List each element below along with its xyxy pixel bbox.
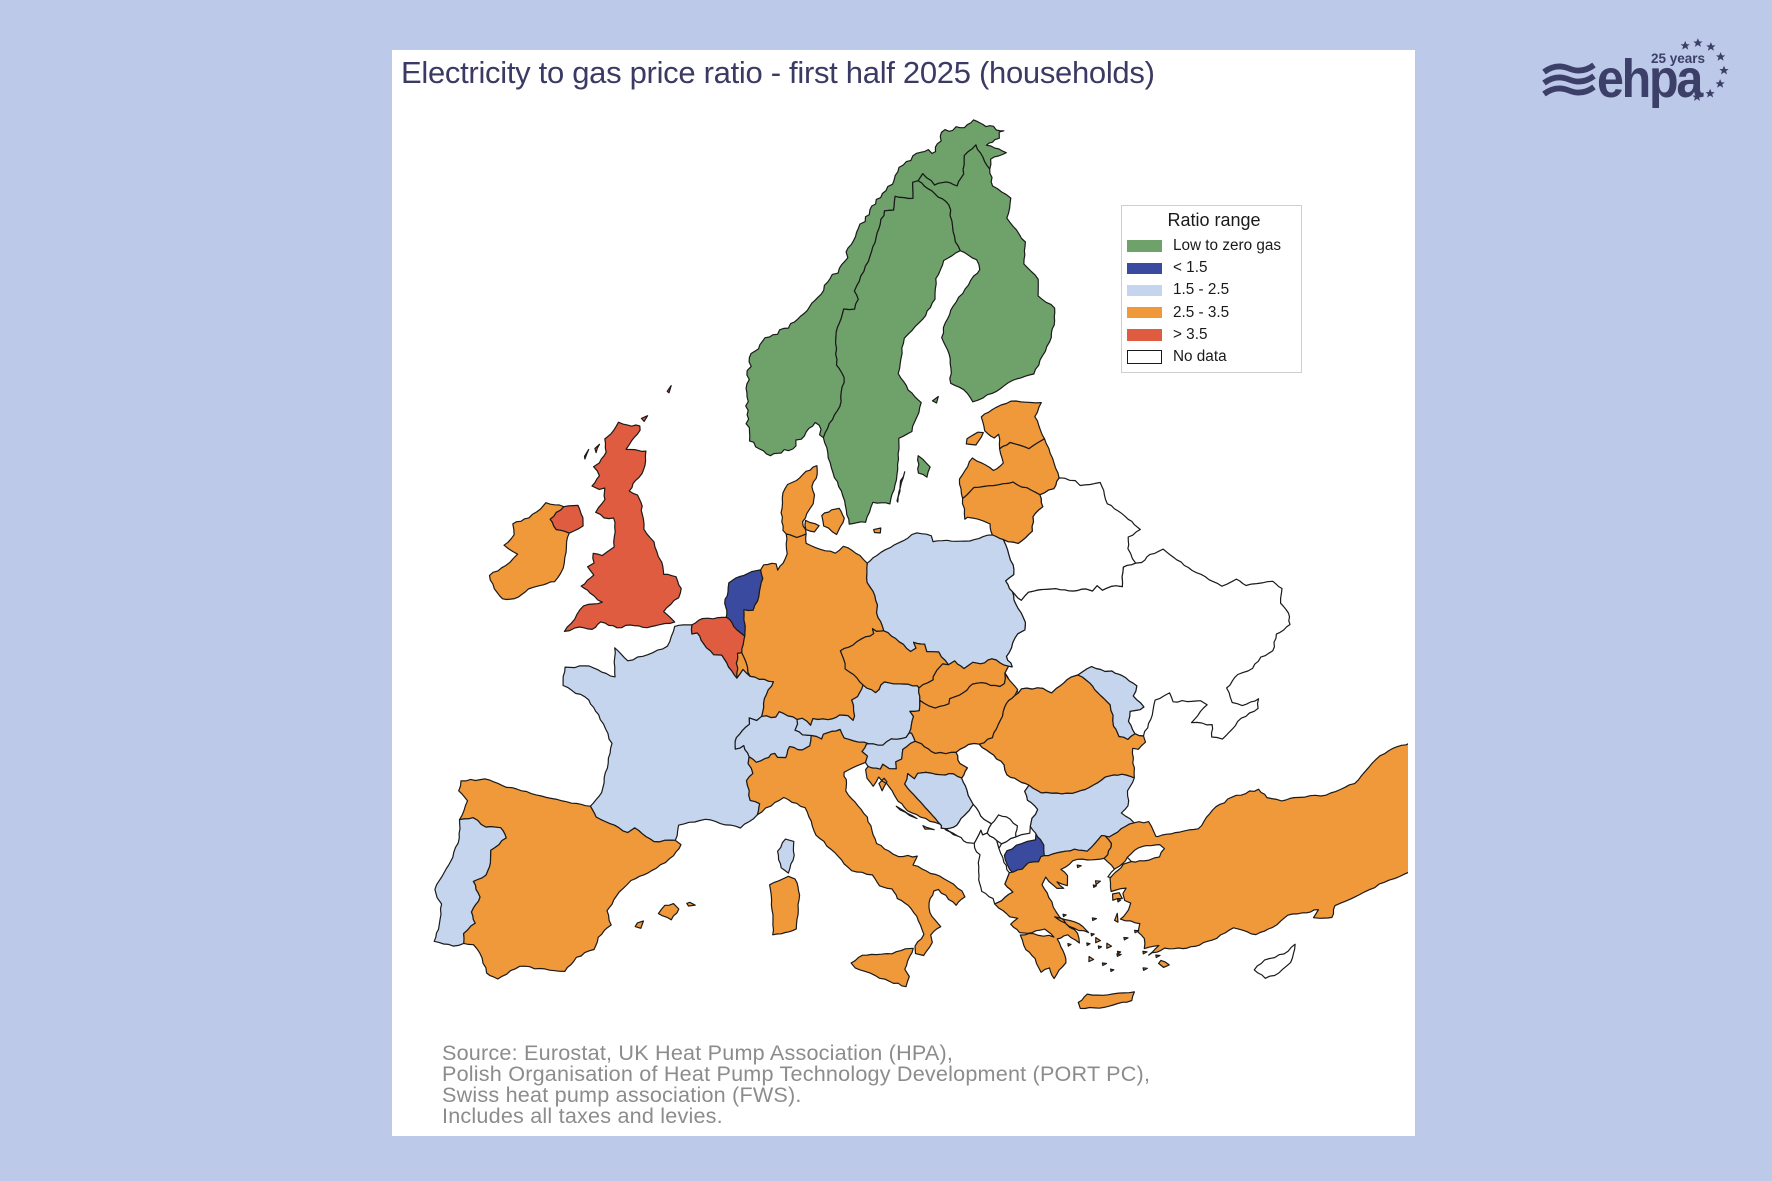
svg-text:25 years: 25 years: [1651, 51, 1705, 66]
svg-text:ehpa: ehpa: [1597, 49, 1704, 109]
